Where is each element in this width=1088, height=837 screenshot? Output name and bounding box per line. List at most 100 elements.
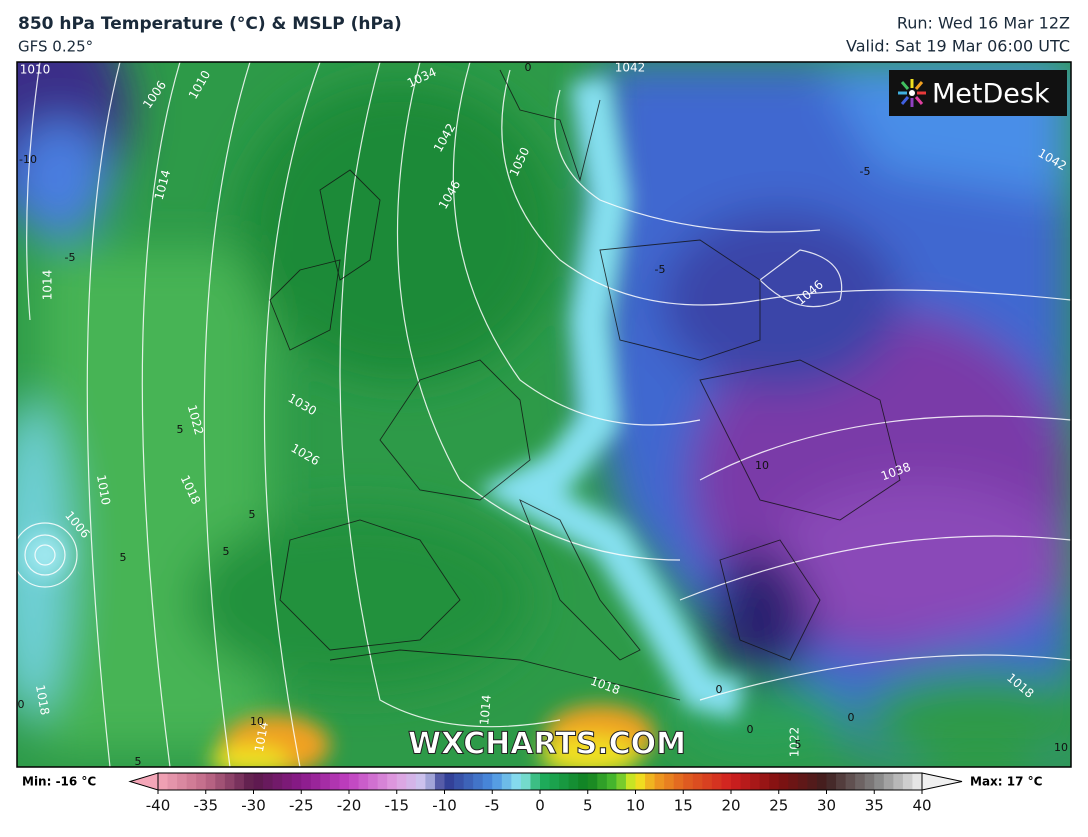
colorbar-segment	[654, 773, 665, 790]
colorbar-segment	[320, 773, 331, 790]
colorbar-segment	[540, 773, 551, 790]
colorbar-segment	[473, 773, 484, 790]
colorbar-tick-label: -5	[485, 797, 500, 815]
colorbar-tick-label: 0	[535, 797, 545, 815]
colorbar-segment	[702, 773, 713, 790]
colorbar-segment	[530, 773, 541, 790]
colorbar-segment	[425, 773, 436, 790]
temperature-label: 5	[177, 423, 184, 436]
temperature-label: 5	[120, 551, 127, 564]
colorbar-segment	[511, 773, 522, 790]
logo: MetDesk	[889, 70, 1067, 116]
colorbar-segment	[272, 773, 283, 790]
colorbar-tick-label: -20	[337, 797, 362, 815]
colorbar-segment	[769, 773, 780, 790]
colorbar-segment	[196, 773, 207, 790]
colorbar-segment	[845, 773, 856, 790]
colorbar-segment	[625, 773, 636, 790]
colorbar-segment	[597, 773, 608, 790]
colorbar-segment	[883, 773, 894, 790]
colorbar-segment	[645, 773, 656, 790]
colorbar-tick-label: 35	[865, 797, 884, 815]
colorbar-tick-label: -15	[385, 797, 410, 815]
colorbar-tick-label: 20	[721, 797, 740, 815]
colorbar-segment	[673, 773, 684, 790]
colorbar-max: Max: 17 °C	[970, 775, 1043, 789]
watermark: WXCHARTS.COM	[408, 727, 686, 762]
temperature-label: -5	[860, 165, 871, 178]
colorbar-segment	[234, 773, 245, 790]
colorbar-segment	[520, 773, 531, 790]
colorbar-segment	[797, 773, 808, 790]
colorbar-segment	[291, 773, 302, 790]
colorbar-segment	[253, 773, 264, 790]
colorbar-tick-label: -40	[146, 797, 171, 815]
colorbar-segment	[778, 773, 789, 790]
colorbar-segment	[482, 773, 493, 790]
colorbar-min: Min: -16 °C	[22, 775, 96, 789]
colorbar-tick-label: -25	[289, 797, 314, 815]
colorbar-segment	[664, 773, 675, 790]
temperature-label: 5	[795, 738, 802, 751]
valid-time: Valid: Sat 19 Mar 06:00 UTC	[846, 37, 1070, 56]
colorbar-tick-label: 5	[583, 797, 593, 815]
isobar-label: 1014	[477, 694, 494, 726]
isobar-label: 1014	[41, 270, 55, 301]
colorbar-segment	[415, 773, 426, 790]
colorbar-segment	[587, 773, 598, 790]
colorbar-segment	[243, 773, 254, 790]
colorbar-segment	[463, 773, 474, 790]
colorbar-segment	[807, 773, 818, 790]
colorbar-segment	[454, 773, 465, 790]
colorbar-segment	[855, 773, 866, 790]
colorbar-segment	[549, 773, 560, 790]
colorbar-segment	[711, 773, 722, 790]
colorbar-segment	[864, 773, 875, 790]
colorbar-segment	[692, 773, 703, 790]
colorbar-segment	[396, 773, 407, 790]
temperature-label: 10	[755, 459, 769, 472]
colorbar-segment	[501, 773, 512, 790]
colorbar-segment	[444, 773, 455, 790]
colorbar-segment	[177, 773, 188, 790]
colorbar-segment	[329, 773, 340, 790]
colorbar-segment	[750, 773, 761, 790]
colorbar-segment	[893, 773, 904, 790]
colorbar-segment	[186, 773, 197, 790]
colorbar-segment	[731, 773, 742, 790]
temperature-label: 0	[18, 698, 25, 711]
colorbar-segment	[606, 773, 617, 790]
isobar-label: 1010	[94, 474, 113, 507]
colorbar-segment	[578, 773, 589, 790]
colorbar-segment	[559, 773, 570, 790]
colorbar-segment	[902, 773, 913, 790]
temperature-label: 5	[135, 755, 142, 768]
colorbar-tick-label: 25	[769, 797, 788, 815]
colorbar-segment	[740, 773, 751, 790]
temperature-label: -10	[19, 153, 37, 166]
colorbar-tick-label: -30	[241, 797, 266, 815]
temperature-label: 0	[747, 723, 754, 736]
colorbar-segment	[826, 773, 837, 790]
temperature-label: 5	[223, 545, 230, 558]
colorbar-segment	[310, 773, 321, 790]
temperature-label: -5	[655, 263, 666, 276]
subtitle: GFS 0.25°	[18, 38, 93, 56]
colorbar-segment	[759, 773, 770, 790]
colorbar-segment	[205, 773, 216, 790]
colorbar-tick-label: 40	[912, 797, 931, 815]
colorbar-segment	[377, 773, 388, 790]
colorbar-tick-label: -35	[194, 797, 219, 815]
colorbar-segment	[406, 773, 417, 790]
colorbar-segment	[816, 773, 827, 790]
colorbar-segment	[368, 773, 379, 790]
colorbar-segment	[224, 773, 235, 790]
colorbar-segment	[683, 773, 694, 790]
colorbar-segment	[492, 773, 503, 790]
temperature-label: 10	[250, 715, 264, 728]
colorbar: -40 -35 -30 -25 -20 -15 -10 -5 0 5 10 15 20 25 30 35 40	[128, 772, 963, 815]
colorbar-tick-label: 30	[817, 797, 836, 815]
isobar-label: 1018	[33, 684, 52, 717]
colorbar-segment	[167, 773, 178, 790]
